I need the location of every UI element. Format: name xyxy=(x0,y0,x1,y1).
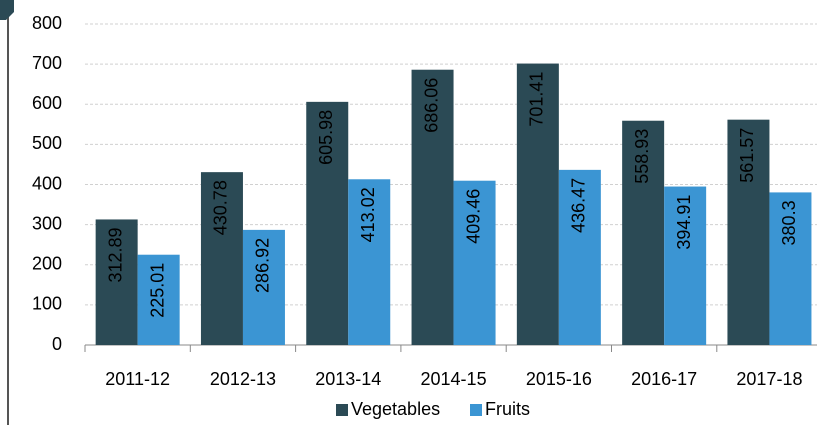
legend-label: Fruits xyxy=(485,399,530,419)
data-label: 701.41 xyxy=(527,72,547,127)
y-tick-label: 100 xyxy=(32,294,62,314)
data-label: 286.92 xyxy=(253,238,273,293)
bar xyxy=(137,254,180,345)
y-tick-label: 300 xyxy=(32,213,62,233)
data-label: 558.93 xyxy=(632,129,652,184)
x-tick-label: 2016-17 xyxy=(631,369,697,389)
y-tick-label: 800 xyxy=(32,13,62,33)
bar xyxy=(453,180,496,345)
bar xyxy=(348,179,391,345)
bar xyxy=(516,63,559,346)
data-label: 312.89 xyxy=(105,227,125,282)
x-tick-label: 2011-12 xyxy=(105,369,170,389)
data-label: 413.02 xyxy=(358,187,378,242)
bar xyxy=(558,169,601,345)
bar xyxy=(769,192,812,345)
y-tick-label: 400 xyxy=(32,173,62,193)
bar xyxy=(242,229,285,345)
x-tick-label: 2017-18 xyxy=(736,369,802,389)
data-label: 380.3 xyxy=(779,200,799,245)
data-label: 605.98 xyxy=(316,110,336,165)
bar xyxy=(200,172,243,345)
bar xyxy=(95,219,138,345)
data-label: 430.78 xyxy=(211,180,231,235)
x-tick-label: 2013-14 xyxy=(315,369,381,389)
data-label: 409.46 xyxy=(463,189,483,244)
data-label: 436.47 xyxy=(569,178,589,233)
x-tick-label: 2015-16 xyxy=(526,369,592,389)
data-label: 686.06 xyxy=(421,78,441,133)
corner-mark xyxy=(0,0,14,20)
y-tick-label: 500 xyxy=(32,133,62,153)
bar xyxy=(622,120,665,345)
x-tick-label: 2014-15 xyxy=(421,369,487,389)
data-label: 394.91 xyxy=(674,195,694,250)
y-tick-label: 200 xyxy=(32,254,62,274)
bar xyxy=(664,186,707,345)
bar xyxy=(306,101,349,345)
y-tick-label: 700 xyxy=(32,53,62,73)
y-tick-label: 0 xyxy=(52,334,62,354)
bar xyxy=(727,119,770,345)
x-tick-label: 2012-13 xyxy=(210,369,276,389)
data-label: 225.01 xyxy=(147,263,167,318)
y-tick-label: 600 xyxy=(32,93,62,113)
bar xyxy=(411,69,454,346)
data-label: 561.57 xyxy=(737,128,757,183)
legend-swatch xyxy=(336,404,348,416)
legend-swatch xyxy=(470,404,482,416)
legend-label: Vegetables xyxy=(351,399,440,419)
